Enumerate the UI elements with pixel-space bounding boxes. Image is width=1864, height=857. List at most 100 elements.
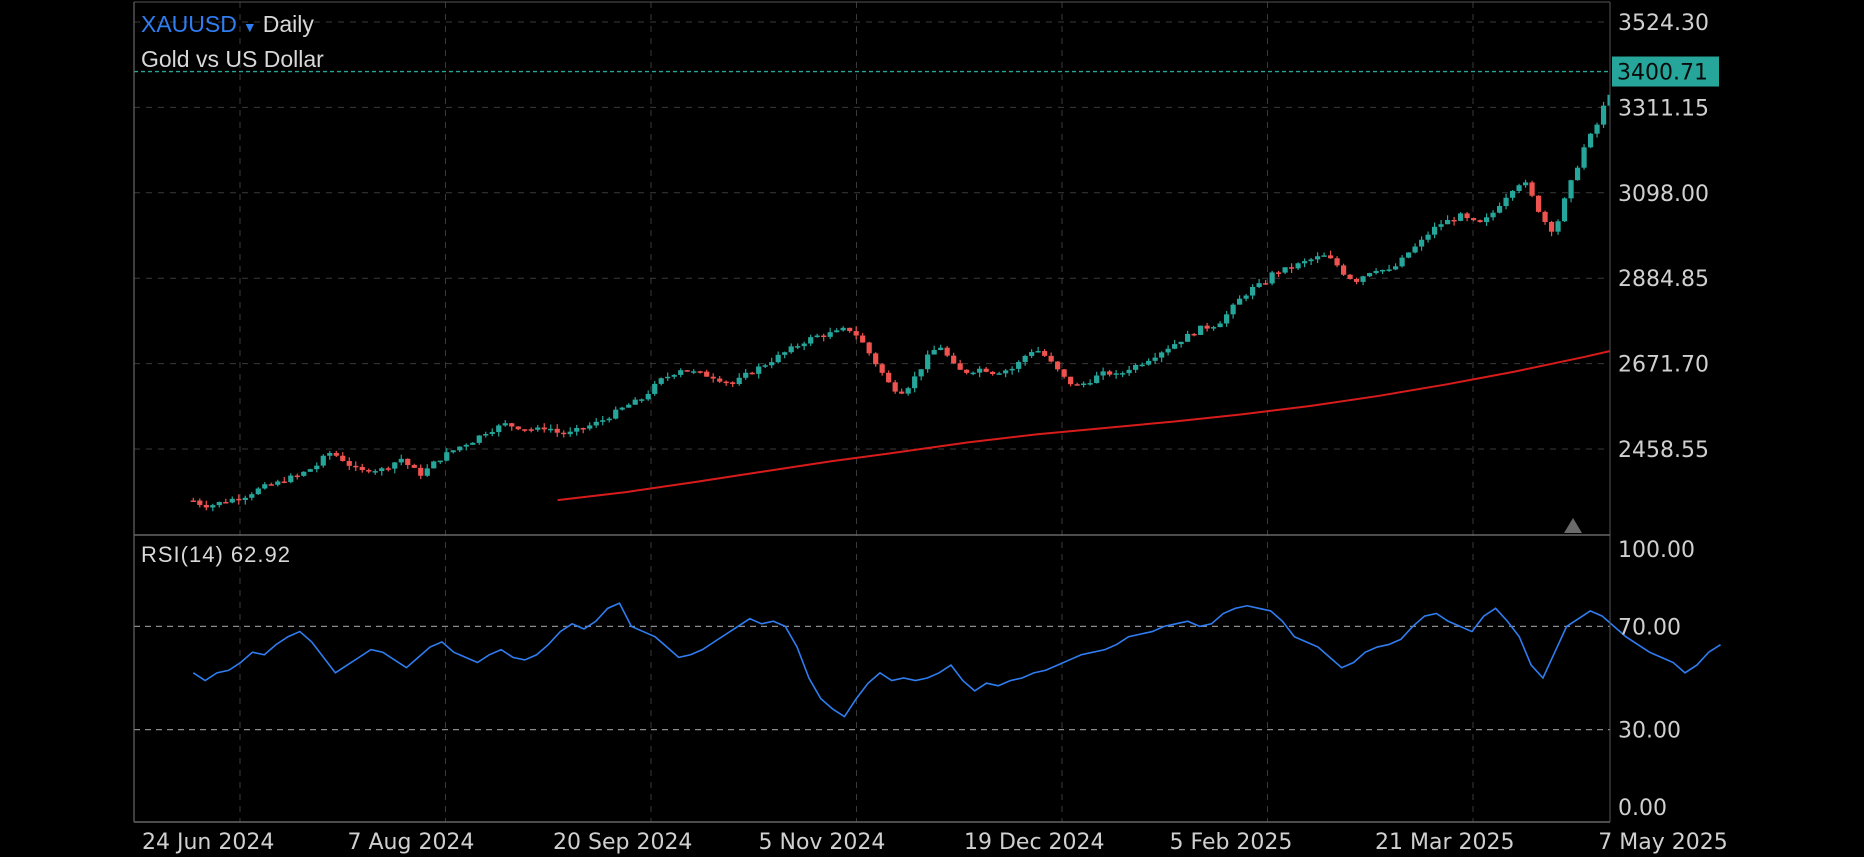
candle-body bbox=[788, 346, 794, 353]
time-tick-label: 7 May 2025 bbox=[1598, 830, 1727, 855]
candle-body bbox=[392, 462, 398, 469]
candle-body bbox=[665, 376, 671, 379]
pane-frame bbox=[133, 1, 1611, 823]
candle-body bbox=[808, 337, 814, 344]
candle-body bbox=[457, 446, 463, 451]
rsi-tick-label: 100.00 bbox=[1618, 538, 1695, 563]
candle-body bbox=[782, 352, 788, 355]
candle-body bbox=[821, 335, 827, 338]
candle-body bbox=[1692, 126, 1697, 128]
candle-body bbox=[502, 423, 508, 426]
candle-body bbox=[1412, 246, 1418, 253]
candle-body bbox=[574, 428, 580, 432]
candle-body bbox=[977, 368, 983, 373]
candle-body bbox=[834, 330, 840, 333]
rsi-tick-label: 30.00 bbox=[1618, 719, 1681, 744]
candle-body bbox=[1347, 274, 1353, 279]
candle-body bbox=[210, 505, 216, 508]
candle-body bbox=[1146, 360, 1152, 365]
candle-body bbox=[1237, 298, 1243, 305]
candle-body bbox=[1555, 221, 1561, 232]
candle-body bbox=[1581, 147, 1587, 168]
candle-body bbox=[509, 423, 515, 427]
candle-body bbox=[1191, 333, 1197, 336]
candle-body bbox=[1100, 371, 1106, 376]
triangle-down-icon[interactable]: ▼ bbox=[242, 19, 257, 35]
candle-body bbox=[1055, 361, 1061, 370]
candle-body bbox=[418, 467, 424, 476]
candle-body bbox=[704, 371, 710, 377]
candle-body bbox=[1711, 92, 1716, 112]
price-tick-label: 2671.70 bbox=[1618, 353, 1709, 378]
candle-body bbox=[1516, 185, 1522, 191]
symbol-name[interactable]: XAUUSD bbox=[141, 11, 237, 37]
candle-body bbox=[431, 461, 437, 469]
candle-body bbox=[626, 404, 632, 408]
price-axis[interactable]: 3524.30 3311.15 3098.00 2884.85 2671.70 2458.… bbox=[1618, 11, 1709, 463]
candle-body bbox=[1594, 124, 1600, 134]
moving-average-line bbox=[557, 350, 1610, 502]
candle-body bbox=[535, 427, 541, 430]
time-axis[interactable]: 24 Jun 2024 7 Aug 2024 20 Sep 2024 5 Nov 20… bbox=[142, 830, 1728, 855]
symbol-legend: XAUUSD ▼ Daily Gold vs US Dollar bbox=[141, 8, 324, 75]
candle-body bbox=[1230, 304, 1236, 315]
candle-body bbox=[346, 461, 352, 466]
candle-body bbox=[1366, 273, 1373, 277]
candle-body bbox=[1120, 373, 1126, 375]
candle-body bbox=[1360, 276, 1366, 282]
candle-body bbox=[1113, 373, 1119, 375]
candle-body bbox=[353, 465, 359, 468]
candle-body bbox=[749, 372, 755, 375]
candle-body bbox=[385, 468, 391, 470]
candle-body bbox=[1035, 351, 1041, 353]
candle-body bbox=[1289, 267, 1295, 269]
candle-body bbox=[340, 455, 346, 462]
candle-body bbox=[515, 426, 521, 430]
candle-body bbox=[710, 376, 716, 379]
candle-body bbox=[951, 355, 957, 364]
candle-body bbox=[1340, 265, 1347, 275]
candle-body bbox=[1568, 180, 1574, 199]
candle-body bbox=[756, 366, 762, 374]
candle-body bbox=[1295, 263, 1301, 269]
candle-body bbox=[795, 346, 801, 348]
rsi-label[interactable]: RSI(14) bbox=[141, 542, 224, 567]
candle-body bbox=[1373, 271, 1379, 274]
candle-body bbox=[1068, 376, 1074, 385]
candle-body bbox=[548, 428, 554, 431]
rsi-layer bbox=[192, 602, 1721, 718]
rsi-axis[interactable]: 100.00 70.00 30.00 0.00 bbox=[1618, 538, 1695, 821]
candle-body bbox=[918, 369, 924, 377]
candle-body bbox=[873, 353, 879, 365]
candle-body bbox=[1353, 278, 1360, 282]
candle-body bbox=[1379, 269, 1386, 272]
candle-body bbox=[886, 372, 892, 383]
candle-body bbox=[1159, 352, 1165, 358]
candle-body bbox=[1477, 220, 1483, 223]
candle-body bbox=[1172, 344, 1178, 349]
candle-body bbox=[1211, 327, 1217, 329]
triangle-up-icon[interactable] bbox=[1564, 518, 1582, 533]
candle-body bbox=[288, 475, 294, 483]
candle-body bbox=[600, 420, 606, 422]
candle-body bbox=[1685, 122, 1690, 126]
candle-body bbox=[359, 466, 365, 471]
candle-body bbox=[379, 468, 385, 472]
candle-body bbox=[1405, 252, 1412, 258]
candle-body bbox=[567, 431, 573, 435]
time-tick-label: 5 Nov 2024 bbox=[759, 830, 886, 855]
time-tick-label: 5 Feb 2025 bbox=[1170, 830, 1293, 855]
time-tick-label: 24 Jun 2024 bbox=[142, 830, 274, 855]
candle-body bbox=[255, 488, 261, 495]
candle-body bbox=[1444, 219, 1451, 225]
candle-body bbox=[613, 409, 619, 419]
rsi-legend: RSI(14) 62.92 bbox=[141, 542, 291, 568]
candle-body bbox=[1224, 314, 1230, 324]
candle-body bbox=[1431, 226, 1438, 235]
candle-body bbox=[1418, 239, 1425, 247]
candle-body bbox=[203, 504, 209, 508]
timeframe-label[interactable]: Daily bbox=[262, 11, 314, 37]
time-tick-label: 20 Sep 2024 bbox=[553, 830, 692, 855]
time-tick-label: 7 Aug 2024 bbox=[348, 830, 475, 855]
